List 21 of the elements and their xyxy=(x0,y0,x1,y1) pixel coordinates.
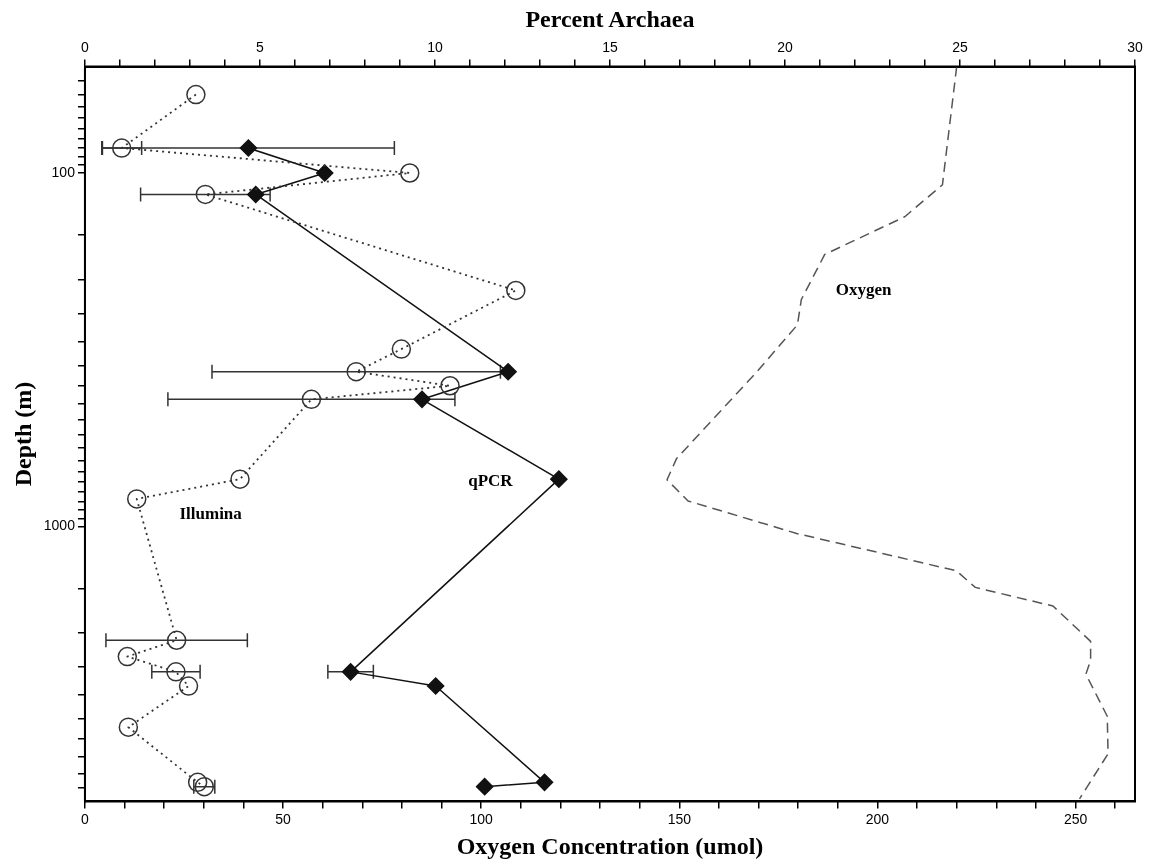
x2-axis-title: Percent Archaea xyxy=(525,5,695,32)
y-tick-label: 1000 xyxy=(43,517,76,534)
x-axis-title: Oxygen Concentration (umol) xyxy=(456,832,764,859)
x-tick-label: 50 xyxy=(275,810,292,827)
x-tick-label: 200 xyxy=(865,810,890,827)
x-tick-label: 150 xyxy=(667,810,692,827)
x2-tick-label: 20 xyxy=(777,39,793,56)
line-series xyxy=(666,66,1109,800)
x2-tick-label: 0 xyxy=(81,39,90,56)
x2-tick-label: 10 xyxy=(427,39,443,56)
series-label: qPCR xyxy=(468,471,514,491)
x2-tick-label: 15 xyxy=(602,39,618,56)
x-tick-label: 0 xyxy=(81,810,90,827)
series-label: Illumina xyxy=(179,504,243,524)
x2-tick-label: 25 xyxy=(952,39,968,56)
x2-tick-label: 30 xyxy=(1127,39,1143,56)
x-tick-label: 100 xyxy=(469,810,494,827)
y-axis-title: Depth (m) xyxy=(9,381,36,487)
x2-tick-label: 5 xyxy=(256,39,265,56)
series-label: Oxygen xyxy=(835,280,892,300)
x-tick-label: 250 xyxy=(1063,810,1088,827)
